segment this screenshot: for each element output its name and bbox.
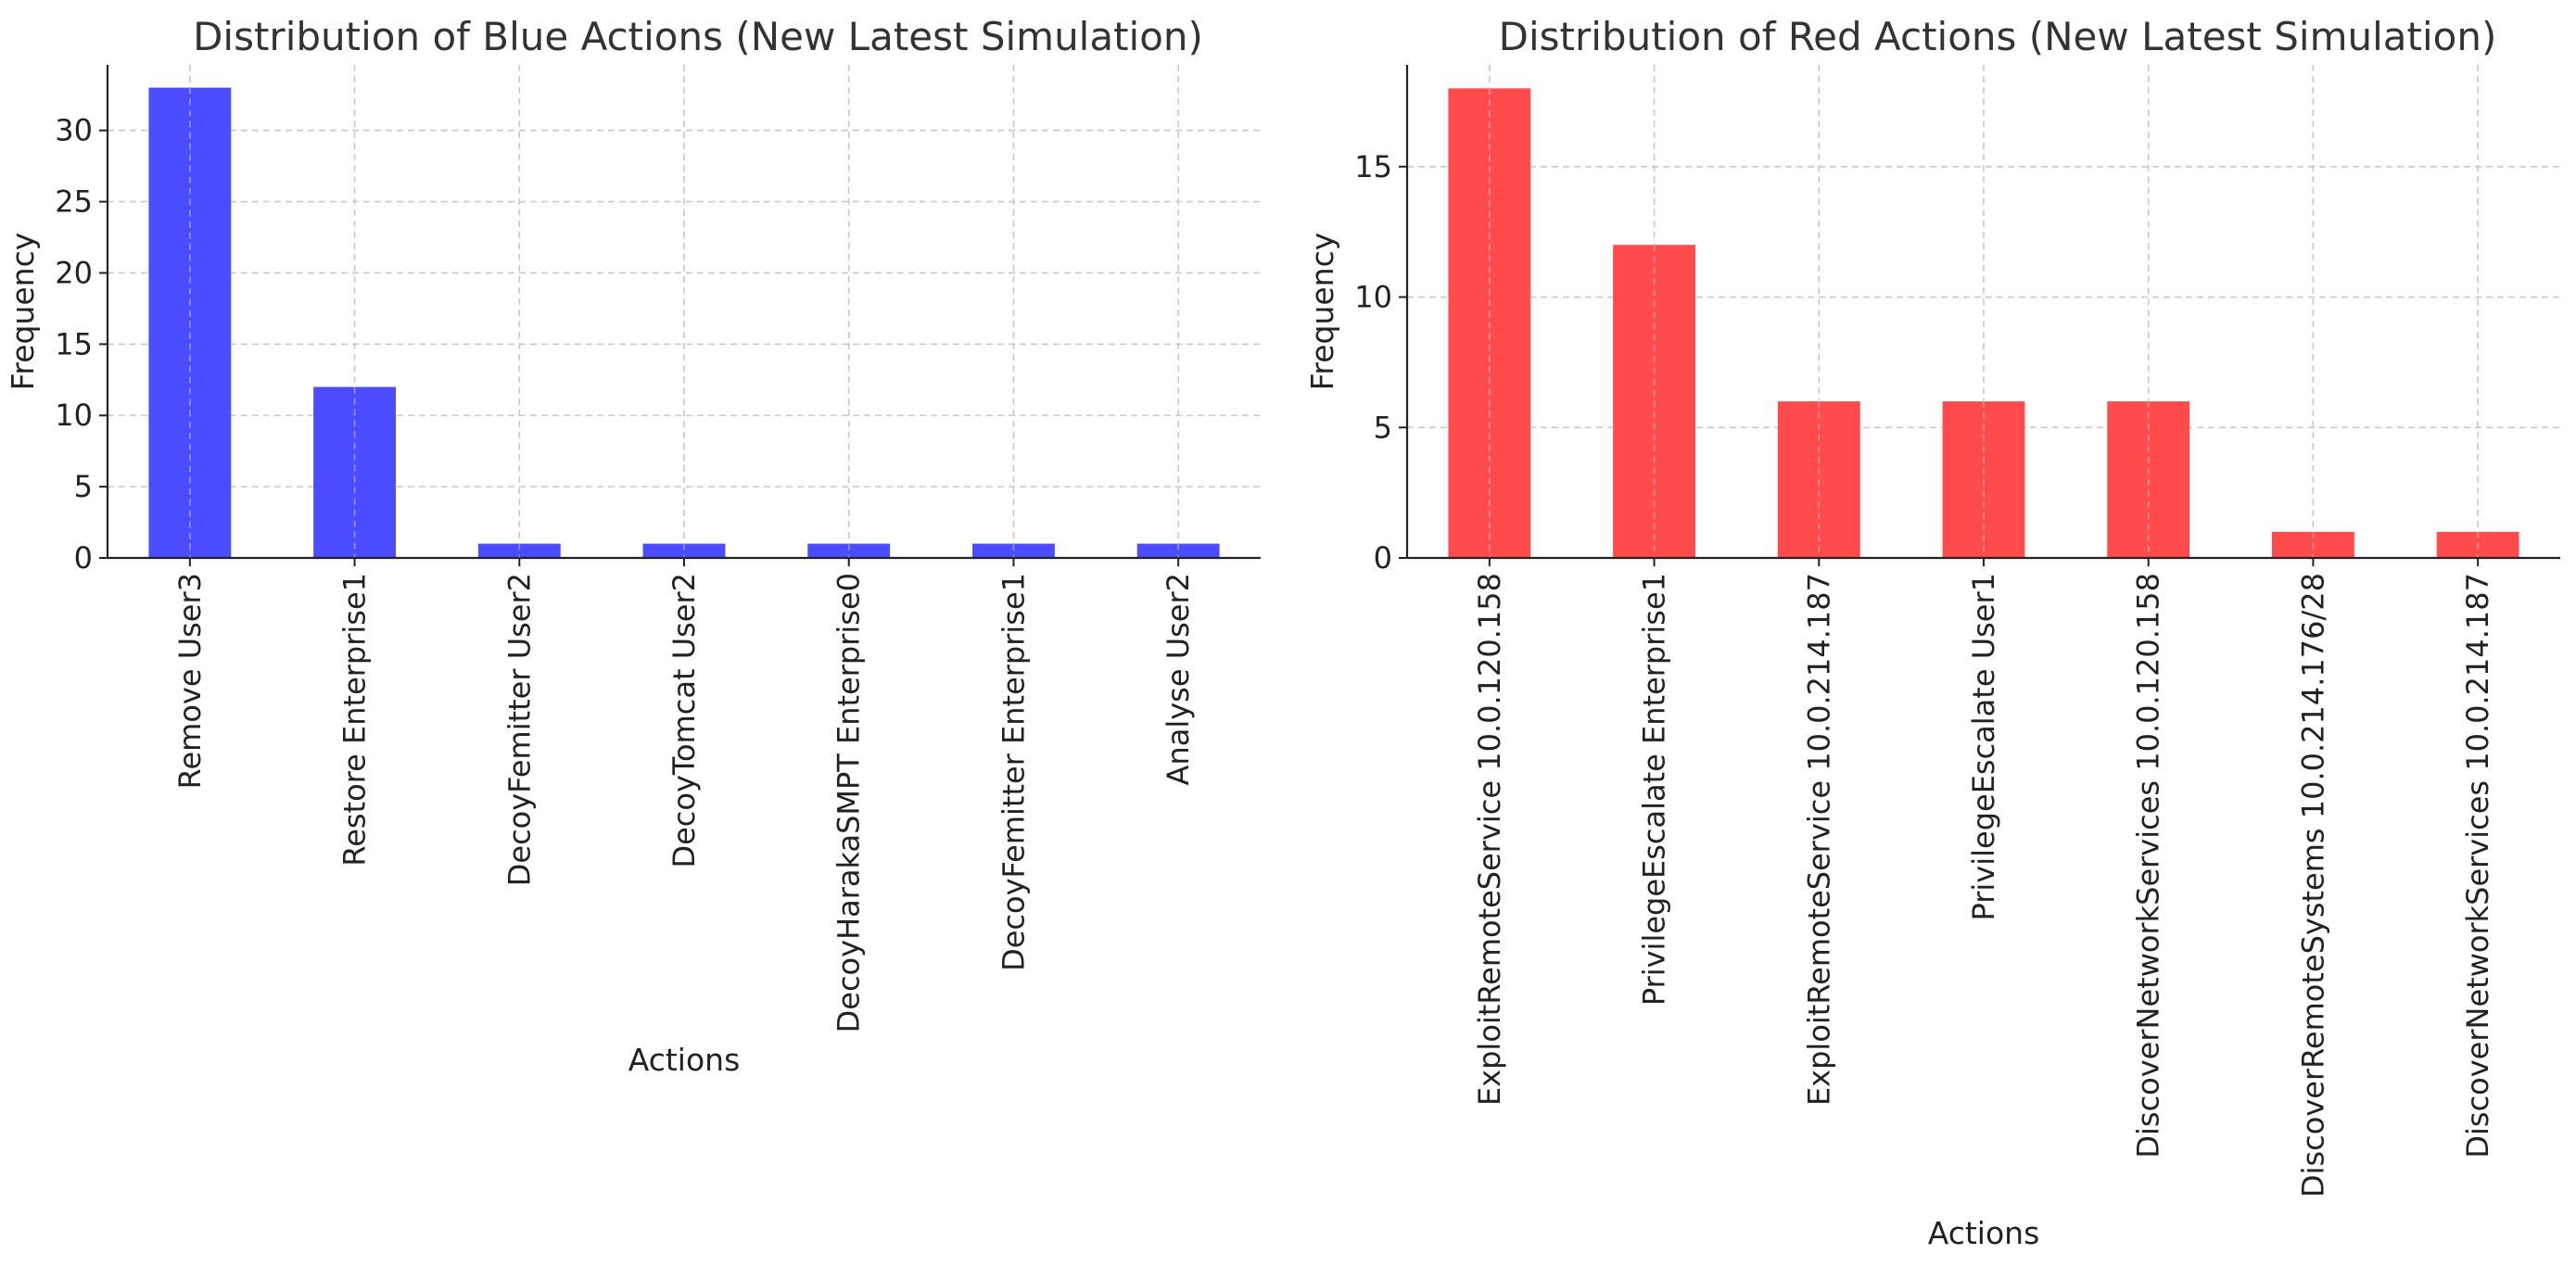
red-y-tick-label: 10 [1354, 280, 1392, 315]
blue-y-tick-label: 10 [55, 398, 93, 433]
blue-x-tick-label: DecoyFemitter Enterprise1 [996, 573, 1031, 971]
red-y-tick-label: 5 [1374, 410, 1392, 445]
blue-bar [477, 543, 561, 558]
red-x-tick-label: ExploitRemoteService 10.0.120.158 [1472, 573, 1507, 1106]
blue-chart-title: Distribution of Blue Actions (New Latest… [193, 14, 1203, 59]
blue-actions-chart: 0 5 10 15 20 25 30 Remove User3 Restore Enterpri… [5, 14, 1261, 1078]
red-x-tick-label: PrivilegeEscalate Enterprise1 [1637, 573, 1672, 1006]
blue-x-tick-label: DecoyFemitter User2 [501, 573, 537, 886]
blue-bar [1136, 543, 1220, 558]
red-y-tick-label: 0 [1374, 540, 1392, 576]
blue-x-tick-label: Analyse User2 [1161, 573, 1196, 785]
red-x-axis-label: Actions [1928, 1215, 2040, 1251]
blue-y-axis-label: Frequency [5, 233, 41, 390]
red-x-tick-label: PrivilegeEscalate User1 [1966, 573, 2001, 920]
blue-y-tick-label: 15 [55, 326, 93, 361]
red-y-tick-label: 15 [1354, 149, 1392, 184]
blue-y-tick-label: 5 [74, 469, 93, 504]
blue-x-axis-label: Actions [628, 1042, 741, 1078]
blue-bar [972, 543, 1055, 558]
blue-y-tick-label: 25 [55, 184, 93, 220]
red-x-tick-label: DiscoverRemoteSystems 10.0.214.176/28 [2295, 573, 2330, 1197]
red-x-tick-label: DiscoverNetworkServices 10.0.120.158 [2131, 573, 2166, 1159]
red-x-tick-label: DiscoverNetworkServices 10.0.214.187 [2460, 573, 2495, 1159]
red-chart-title: Distribution of Red Actions (New Latest … [1499, 14, 2497, 59]
blue-bar [807, 543, 891, 558]
blue-x-tick-label: DecoyHarakaSMPT Enterprise0 [831, 573, 867, 1032]
blue-y-tick-label: 0 [74, 540, 93, 576]
red-y-axis-label: Frequency [1304, 233, 1340, 390]
blue-x-tick-label: Restore Enterprise1 [337, 573, 373, 867]
blue-y-tick-label: 20 [55, 255, 93, 290]
blue-x-tick-label: Remove User3 [172, 573, 208, 789]
blue-x-tick-label: DecoyTomcat User2 [666, 573, 702, 868]
blue-bar [642, 543, 726, 558]
blue-y-tick-label: 30 [55, 113, 93, 148]
red-actions-chart: 0 5 10 15 ExploitRemoteService 10.0.120.158 P… [1304, 14, 2560, 1251]
red-x-tick-label: ExploitRemoteService 10.0.214.187 [1801, 573, 1836, 1106]
